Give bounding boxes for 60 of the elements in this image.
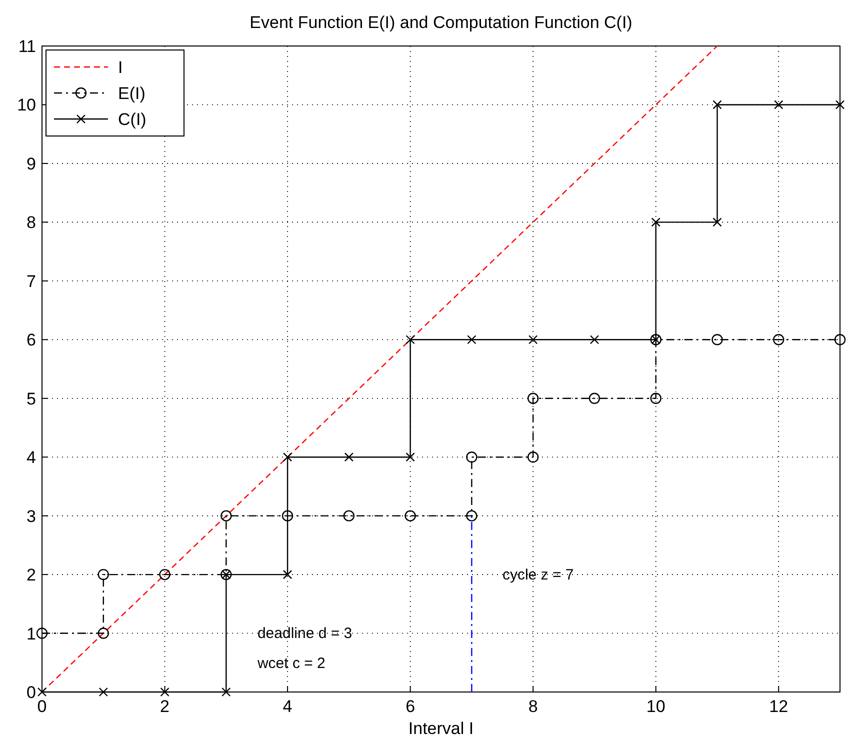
point xyxy=(36,628,48,639)
point xyxy=(406,335,415,344)
point xyxy=(712,218,722,227)
y-tick-label: 3 xyxy=(26,506,36,526)
point xyxy=(222,687,231,697)
point xyxy=(467,335,476,344)
point xyxy=(37,687,47,697)
y-tick-label: 11 xyxy=(18,37,36,56)
point xyxy=(835,100,845,110)
y-tick-label: 6 xyxy=(26,330,36,350)
y-tick-label: 1 xyxy=(26,624,36,644)
y-tick-label: 5 xyxy=(26,389,36,408)
point xyxy=(344,452,354,462)
point xyxy=(343,510,355,522)
x-tick-label: 4 xyxy=(282,697,292,716)
point xyxy=(98,687,108,697)
point xyxy=(282,570,292,580)
point xyxy=(160,687,170,697)
legend-label: C(I) xyxy=(118,110,146,129)
y-tick-label: 9 xyxy=(26,154,36,174)
x-tick-label: 8 xyxy=(528,697,538,716)
point xyxy=(712,334,723,346)
x-tick-label: 2 xyxy=(160,697,170,716)
legend-label: E(I) xyxy=(118,84,146,103)
point xyxy=(220,510,232,522)
point xyxy=(834,334,846,346)
y-tick-label: 8 xyxy=(26,213,36,232)
point xyxy=(774,100,784,110)
x-axis-title: Interval I xyxy=(408,719,474,738)
point xyxy=(590,335,600,344)
y-tick-label: 4 xyxy=(26,448,36,468)
x-tick-label: 10 xyxy=(646,697,666,716)
annotation: wcet c = 2 xyxy=(256,654,326,672)
point xyxy=(466,510,478,522)
point xyxy=(404,510,416,522)
point xyxy=(527,392,539,404)
point xyxy=(712,100,722,110)
point xyxy=(282,452,292,462)
point xyxy=(527,451,539,463)
point xyxy=(98,628,109,639)
legend-label: I xyxy=(118,58,123,77)
y-tick-label: 2 xyxy=(26,566,36,585)
point xyxy=(651,218,660,227)
annotation: cycle z = 7 xyxy=(502,566,574,584)
x-tick-label: 12 xyxy=(769,697,788,716)
annotation: deadline d = 3 xyxy=(257,625,352,642)
point xyxy=(588,392,600,404)
point xyxy=(466,451,478,463)
point xyxy=(98,568,109,580)
y-tick-label: 7 xyxy=(26,272,36,291)
point xyxy=(528,335,538,344)
point xyxy=(773,334,784,346)
x-tick-label: 6 xyxy=(406,697,416,716)
point xyxy=(650,392,662,404)
y-tick-label: 10 xyxy=(17,96,36,115)
point xyxy=(159,568,170,580)
y-tick-label: 0 xyxy=(26,683,36,702)
point xyxy=(406,452,415,462)
chart-title: Event Function E(I) and Computation Function C(I) xyxy=(250,13,632,32)
point xyxy=(282,510,294,522)
